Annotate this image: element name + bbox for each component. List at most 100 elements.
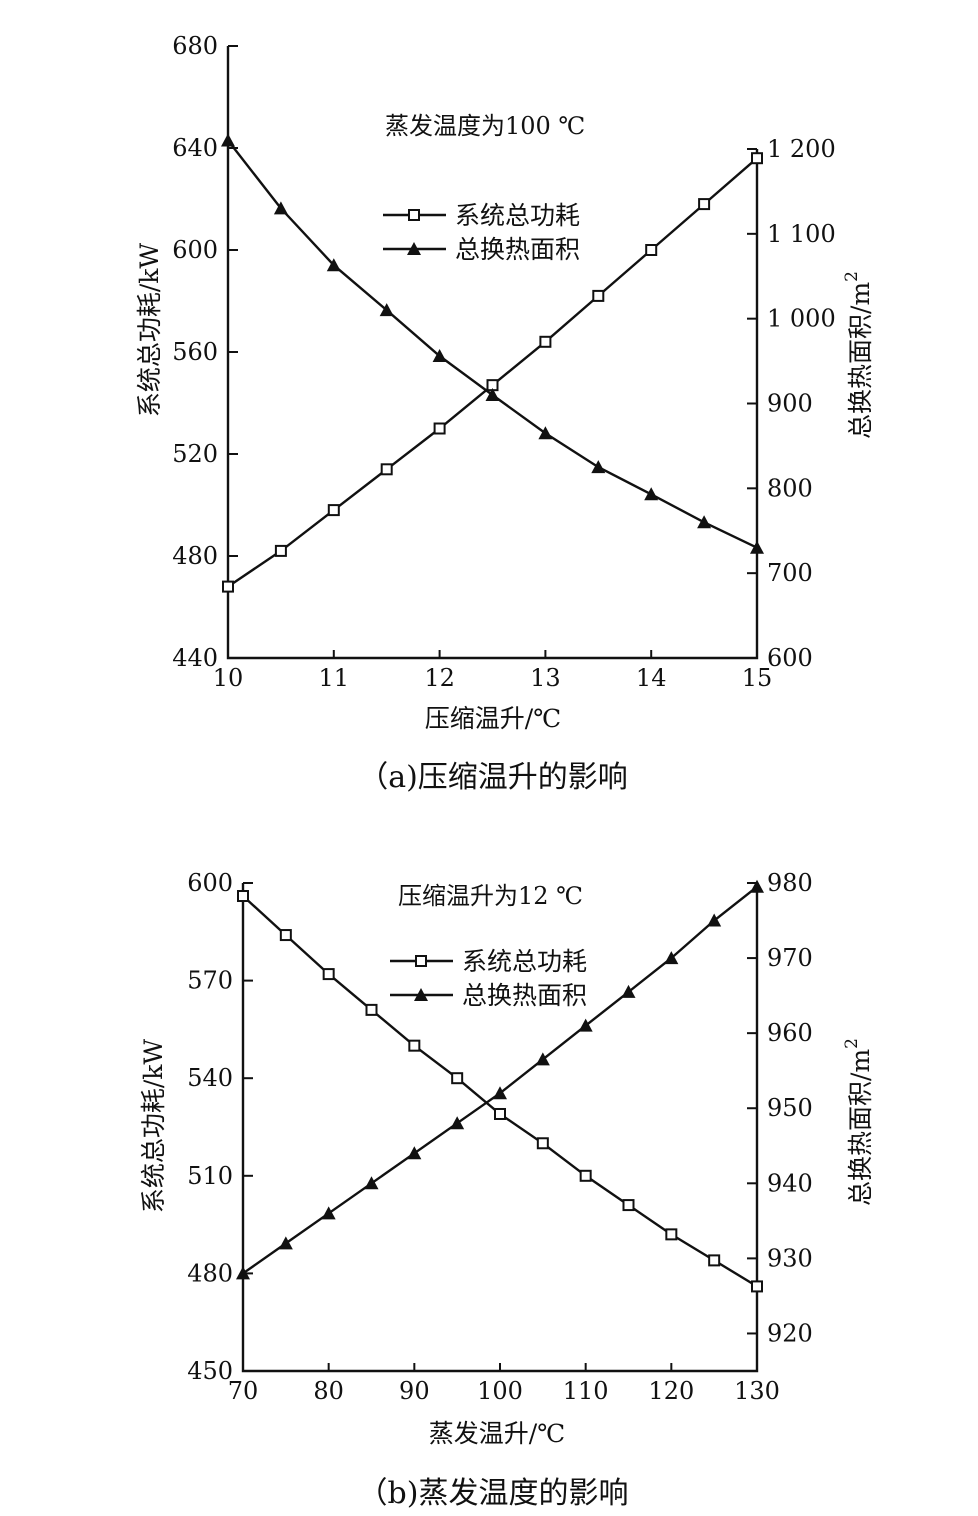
area-point-a-2 (326, 258, 341, 272)
y-right-tick-label-b-5: 970 (767, 944, 813, 972)
annotation-b: 压缩温升为12 ℃ (398, 882, 583, 910)
tick-marks-b (242, 882, 758, 1372)
area-point-b-10 (664, 951, 679, 965)
area-point-b-4 (407, 1146, 422, 1160)
y-left-tick-label-b-3: 540 (187, 1064, 233, 1092)
area-point-a-5 (485, 388, 500, 402)
power-point-b-2 (322, 968, 335, 981)
y-right-tick-label-a-5: 1 100 (767, 220, 836, 248)
power-point-a-9 (698, 198, 711, 211)
power-point-b-1 (279, 929, 292, 942)
x-tick-label-a-4: 14 (636, 664, 667, 692)
area-point-a-4 (432, 348, 447, 362)
y-right-axis-label-text-b: 总换热面积/m (846, 1049, 875, 1206)
legend-label-work-a: 系统总功耗 (455, 201, 580, 230)
x-tick-label-a-0: 10 (213, 664, 244, 692)
caption-b: （b)蒸发温度的影响 (358, 1476, 629, 1511)
power-point-b-6 (494, 1107, 506, 1120)
series-line-b-area (242, 885, 758, 1275)
x-axis-label-b: 蒸发温升/℃ (429, 1419, 565, 1448)
y-left-tick-label-a-5: 640 (172, 134, 218, 162)
y-left-tick-label-a-4: 600 (172, 236, 218, 264)
caption-a: （a)压缩温升的影响 (358, 760, 628, 795)
x-tick-label-b-0: 70 (228, 1377, 259, 1405)
x-tick-label-a-3: 13 (530, 664, 561, 692)
area-point-b-5 (450, 1116, 465, 1130)
area-point-b-11 (707, 913, 722, 927)
y-right-tick-label-a-2: 800 (767, 474, 813, 502)
power-point-a-3 (380, 463, 393, 476)
y-right-axis-label-a: 总换热面积/m2 (842, 271, 875, 439)
y-right-tick-label-b-4: 960 (767, 1019, 813, 1047)
y-right-axis-label-text-a: 总换热面积/m (846, 282, 875, 439)
area-point-a-8 (644, 487, 659, 501)
area-point-b-7 (535, 1052, 550, 1066)
legend-marker-square-b (415, 955, 427, 967)
x-tick-label-b-3: 100 (477, 1377, 523, 1405)
area-point-a-1 (273, 201, 288, 215)
x-tick-label-b-1: 80 (313, 1377, 344, 1405)
y-left-axis-label-b: 系统总功耗/kW (139, 1039, 168, 1214)
power-point-a-4 (433, 422, 446, 435)
power-point-a-0 (222, 580, 234, 593)
legend-marker-triangle-b (414, 988, 428, 1001)
y-right-tick-label-a-1: 700 (767, 559, 813, 587)
power-point-a-10 (751, 152, 763, 165)
area-point-b-12 (750, 879, 764, 893)
y-right-tick-label-b-1: 930 (767, 1244, 813, 1272)
area-point-b-0 (236, 1266, 250, 1280)
legend-label-work-b: 系统总功耗 (462, 947, 587, 976)
y-right-tick-label-a-4: 1 000 (767, 305, 836, 333)
area-point-a-10 (750, 540, 764, 554)
y-left-tick-label-a-1: 480 (172, 542, 218, 570)
power-point-b-5 (451, 1072, 464, 1085)
legend-label-area-a: 总换热面积 (455, 235, 580, 264)
x-tick-label-a-2: 12 (424, 664, 455, 692)
y-right-axis-label-b: 总换热面积/m2 (842, 1038, 875, 1206)
legend-marker-triangle-a (407, 242, 421, 255)
chart-panel-b: 70 80 90 100 110 120 130 450 480 510 540 570 600 920 9… (139, 869, 875, 1511)
power-point-b-4 (408, 1039, 421, 1052)
tick-labels-b: 70 80 90 100 110 120 130 450 480 510 540 570 600 920 9… (187, 869, 813, 1405)
y-right-tick-label-b-0: 920 (767, 1319, 813, 1347)
x-axis-label-a: 压缩温升/℃ (425, 704, 561, 733)
legend-b: 系统总功耗 总换热面积 (390, 947, 587, 1010)
area-point-a-7 (591, 460, 606, 474)
power-point-a-8 (645, 244, 658, 256)
y-left-tick-label-b-0: 450 (187, 1357, 233, 1385)
series-layer-a (221, 133, 764, 593)
legend-label-area-b: 总换热面积 (462, 981, 587, 1010)
x-tick-label-b-6: 130 (734, 1377, 780, 1405)
legend-a: 系统总功耗 总换热面积 (383, 201, 580, 264)
chart-panel-a: 10 11 12 13 14 15 440 480 520 560 600 640 680 600 700 8… (135, 32, 875, 795)
y-right-tick-label-a-6: 1 200 (767, 135, 836, 163)
legend-marker-square-a (408, 209, 420, 221)
area-point-b-6 (493, 1086, 507, 1100)
y-right-tick-label-b-2: 940 (767, 1169, 813, 1197)
y-right-axis-label-sup-b: 2 (842, 1038, 862, 1049)
power-point-b-12 (751, 1280, 763, 1293)
tick-labels-a: 10 11 12 13 14 15 440 480 520 560 600 640 680 600 700 8… (172, 32, 836, 692)
area-point-b-2 (321, 1206, 336, 1220)
area-point-a-6 (538, 426, 553, 440)
x-tick-label-a-1: 11 (319, 664, 350, 692)
y-right-axis-label-sup-a: 2 (842, 271, 862, 282)
y-left-axis-label-a: 系统总功耗/kW (135, 243, 164, 418)
y-left-tick-label-a-0: 440 (172, 644, 218, 672)
y-right-tick-label-a-0: 600 (767, 644, 813, 672)
y-right-tick-label-a-3: 900 (767, 390, 813, 418)
annotation-a: 蒸发温度为100 ℃ (385, 112, 585, 140)
power-point-a-6 (539, 335, 552, 348)
area-point-b-3 (364, 1176, 379, 1190)
area-point-b-8 (578, 1018, 593, 1032)
y-left-tick-label-a-6: 680 (172, 32, 218, 60)
y-left-tick-label-b-5: 600 (187, 869, 233, 897)
power-point-b-11 (708, 1254, 721, 1267)
x-tick-label-b-5: 120 (648, 1377, 694, 1405)
x-tick-label-b-4: 110 (563, 1377, 609, 1405)
y-right-tick-label-b-3: 950 (767, 1094, 813, 1122)
x-tick-label-b-2: 90 (399, 1377, 430, 1405)
y-left-tick-label-b-4: 570 (187, 967, 233, 995)
power-point-b-9 (622, 1199, 635, 1212)
